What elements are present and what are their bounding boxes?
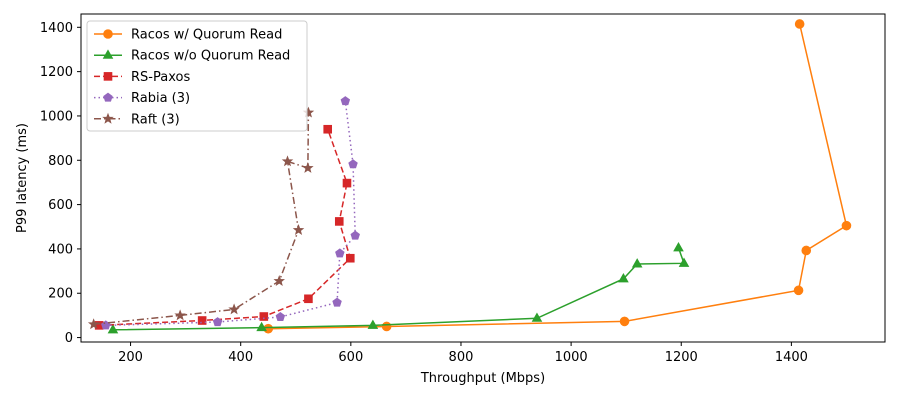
- data-point: [281, 155, 294, 167]
- data-point: [345, 253, 355, 263]
- series-racos-w-o-quorum-read: [107, 242, 690, 334]
- y-tick-label: 1200: [40, 65, 73, 80]
- data-point: [801, 245, 812, 256]
- x-tick-label: 1000: [555, 350, 588, 365]
- series-rs-paxos: [94, 124, 355, 330]
- legend-marker: [103, 92, 113, 102]
- legend-marker: [103, 29, 113, 39]
- x-tick-label: 200: [118, 350, 143, 365]
- data-point: [332, 297, 342, 307]
- data-point: [619, 316, 630, 327]
- chart-marks: [87, 19, 852, 334]
- data-point: [334, 217, 344, 226]
- data-point: [87, 318, 100, 330]
- series-line: [112, 247, 686, 331]
- y-tick-label: 1000: [40, 109, 73, 124]
- data-point: [631, 258, 643, 268]
- data-point: [302, 161, 314, 173]
- x-tick-label: 1200: [665, 350, 698, 365]
- data-point: [256, 321, 267, 332]
- y-tick-label: 1400: [40, 21, 73, 36]
- legend-label: Racos w/o Quorum Read: [131, 49, 290, 64]
- data-point: [174, 309, 186, 321]
- series-line: [268, 23, 848, 330]
- series-line: [105, 101, 356, 327]
- legend: Racos w/ Quorum Read Racos w/o Quorum Re…: [86, 20, 308, 132]
- data-point: [323, 124, 333, 134]
- series-line: [93, 112, 310, 326]
- legend-marker: [102, 49, 114, 59]
- series-line: [99, 128, 352, 327]
- y-axis: 0 200 400 600 800 1000 1200 1400: [40, 21, 81, 346]
- data-point: [618, 273, 629, 283]
- legend-label: Raft (3): [131, 112, 180, 127]
- data-point: [292, 224, 305, 235]
- legend-entry-raft-3: Raft (3): [94, 112, 180, 127]
- legend-entry-rs-paxos: RS-Paxos: [94, 70, 190, 85]
- y-tick-label: 0: [65, 331, 73, 346]
- legend-label: RS-Paxos: [131, 70, 190, 85]
- data-point: [348, 159, 358, 169]
- legend-entry-racos-wo-quorum-read: Racos w/o Quorum Read: [94, 49, 290, 64]
- data-point: [342, 178, 352, 188]
- y-tick-label: 200: [48, 287, 73, 302]
- data-point: [678, 257, 690, 267]
- legend-entry-rabia-3: Rabia (3): [94, 91, 190, 106]
- data-point: [273, 275, 285, 286]
- legend-box: [86, 20, 308, 132]
- x-tick-label: 800: [449, 350, 474, 365]
- data-point: [107, 324, 119, 334]
- data-point: [228, 303, 240, 315]
- plot-frame: [80, 13, 886, 343]
- data-point: [259, 312, 269, 321]
- y-tick-label: 400: [48, 242, 73, 257]
- data-point: [793, 285, 804, 296]
- x-tick-label: 1400: [775, 350, 808, 365]
- series-rabia-3: [101, 96, 360, 330]
- data-point: [381, 321, 392, 332]
- data-point: [531, 312, 543, 322]
- x-axis-label: Throughput (Mbps): [420, 371, 545, 386]
- y-tick-label: 800: [48, 154, 73, 169]
- legend-label: Rabia (3): [131, 91, 190, 106]
- legend-marker: [102, 112, 114, 124]
- data-point: [212, 317, 223, 327]
- x-tick-label: 400: [228, 350, 253, 365]
- x-tick-label: 600: [338, 350, 363, 365]
- data-point: [841, 220, 852, 231]
- legend-label: Racos w/ Quorum Read: [131, 28, 282, 43]
- series-racos-w-quorum-read: [263, 19, 852, 334]
- data-point: [794, 19, 805, 29]
- data-point: [367, 319, 379, 329]
- data-point: [304, 294, 313, 304]
- x-axis: 200 400 600 800 1000 1200 1400: [118, 342, 808, 365]
- data-point: [197, 316, 207, 325]
- legend-entry-racos-w-quorum-read: Racos w/ Quorum Read: [94, 28, 282, 43]
- y-tick-label: 600: [48, 198, 73, 213]
- data-point: [335, 248, 345, 258]
- y-axis-label: P99 latency (ms): [15, 123, 30, 233]
- legend-marker: [103, 72, 113, 81]
- data-point: [350, 230, 360, 240]
- data-point: [275, 311, 286, 321]
- data-point: [673, 242, 684, 252]
- series-raft-3: [87, 106, 315, 330]
- data-point: [340, 96, 351, 106]
